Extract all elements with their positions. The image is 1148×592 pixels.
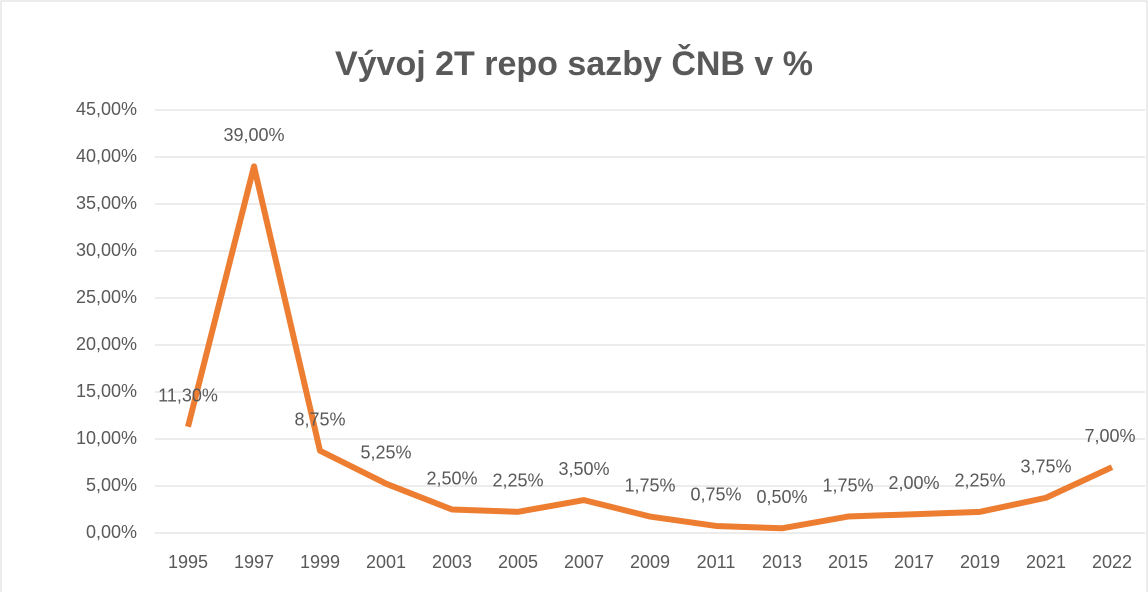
- x-tick-label: 2001: [366, 552, 406, 572]
- data-label: 2,00%: [888, 473, 939, 493]
- line-series: [185, 163, 1114, 532]
- x-tick-label: 2013: [762, 552, 802, 572]
- x-tick-label: 2007: [564, 552, 604, 572]
- data-label: 3,50%: [558, 459, 609, 479]
- y-tick-label: 40,00%: [76, 146, 137, 166]
- data-label: 2,50%: [426, 468, 477, 488]
- x-tick-label: 2011: [697, 552, 736, 572]
- data-label: 7,00%: [1084, 426, 1135, 446]
- data-label: 1,75%: [624, 475, 675, 495]
- y-tick-label: 20,00%: [76, 334, 137, 354]
- data-label: 11,30%: [158, 386, 218, 406]
- x-tick-label: 1995: [168, 552, 208, 572]
- data-label: 8,75%: [294, 410, 345, 430]
- x-tick-label: 2019: [960, 552, 1000, 572]
- y-tick-label: 30,00%: [76, 240, 137, 260]
- x-tick-label: 2022: [1092, 552, 1132, 572]
- data-label: 0,75%: [690, 485, 741, 505]
- x-tick-label: 2009: [630, 552, 670, 572]
- y-tick-label: 35,00%: [76, 193, 137, 213]
- y-tick-label: 45,00%: [76, 99, 137, 119]
- chart-title: Vývoj 2T repo sazby ČNB v %: [335, 44, 813, 83]
- x-tick-label: 2003: [432, 552, 472, 572]
- x-tick-label: 1997: [234, 552, 274, 572]
- data-label: 0,50%: [756, 487, 807, 507]
- y-tick-label: 0,00%: [86, 522, 137, 542]
- y-tick-label: 10,00%: [76, 428, 137, 448]
- y-tick-label: 25,00%: [76, 287, 137, 307]
- x-tick-label: 2005: [498, 552, 538, 572]
- x-tick-label: 2015: [828, 552, 868, 572]
- data-label: 2,25%: [492, 471, 543, 491]
- data-label: 2,25%: [954, 471, 1005, 491]
- x-tick-label: 2017: [894, 552, 934, 572]
- data-label: 3,75%: [1020, 457, 1071, 477]
- data-label: 1,75%: [822, 475, 873, 495]
- x-tick-label: 2021: [1026, 552, 1066, 572]
- data-label: 39,00%: [223, 125, 284, 145]
- y-tick-label: 15,00%: [76, 381, 137, 401]
- data-label: 5,25%: [360, 442, 411, 462]
- y-tick-label: 5,00%: [86, 475, 137, 495]
- x-tick-label: 1999: [300, 552, 340, 572]
